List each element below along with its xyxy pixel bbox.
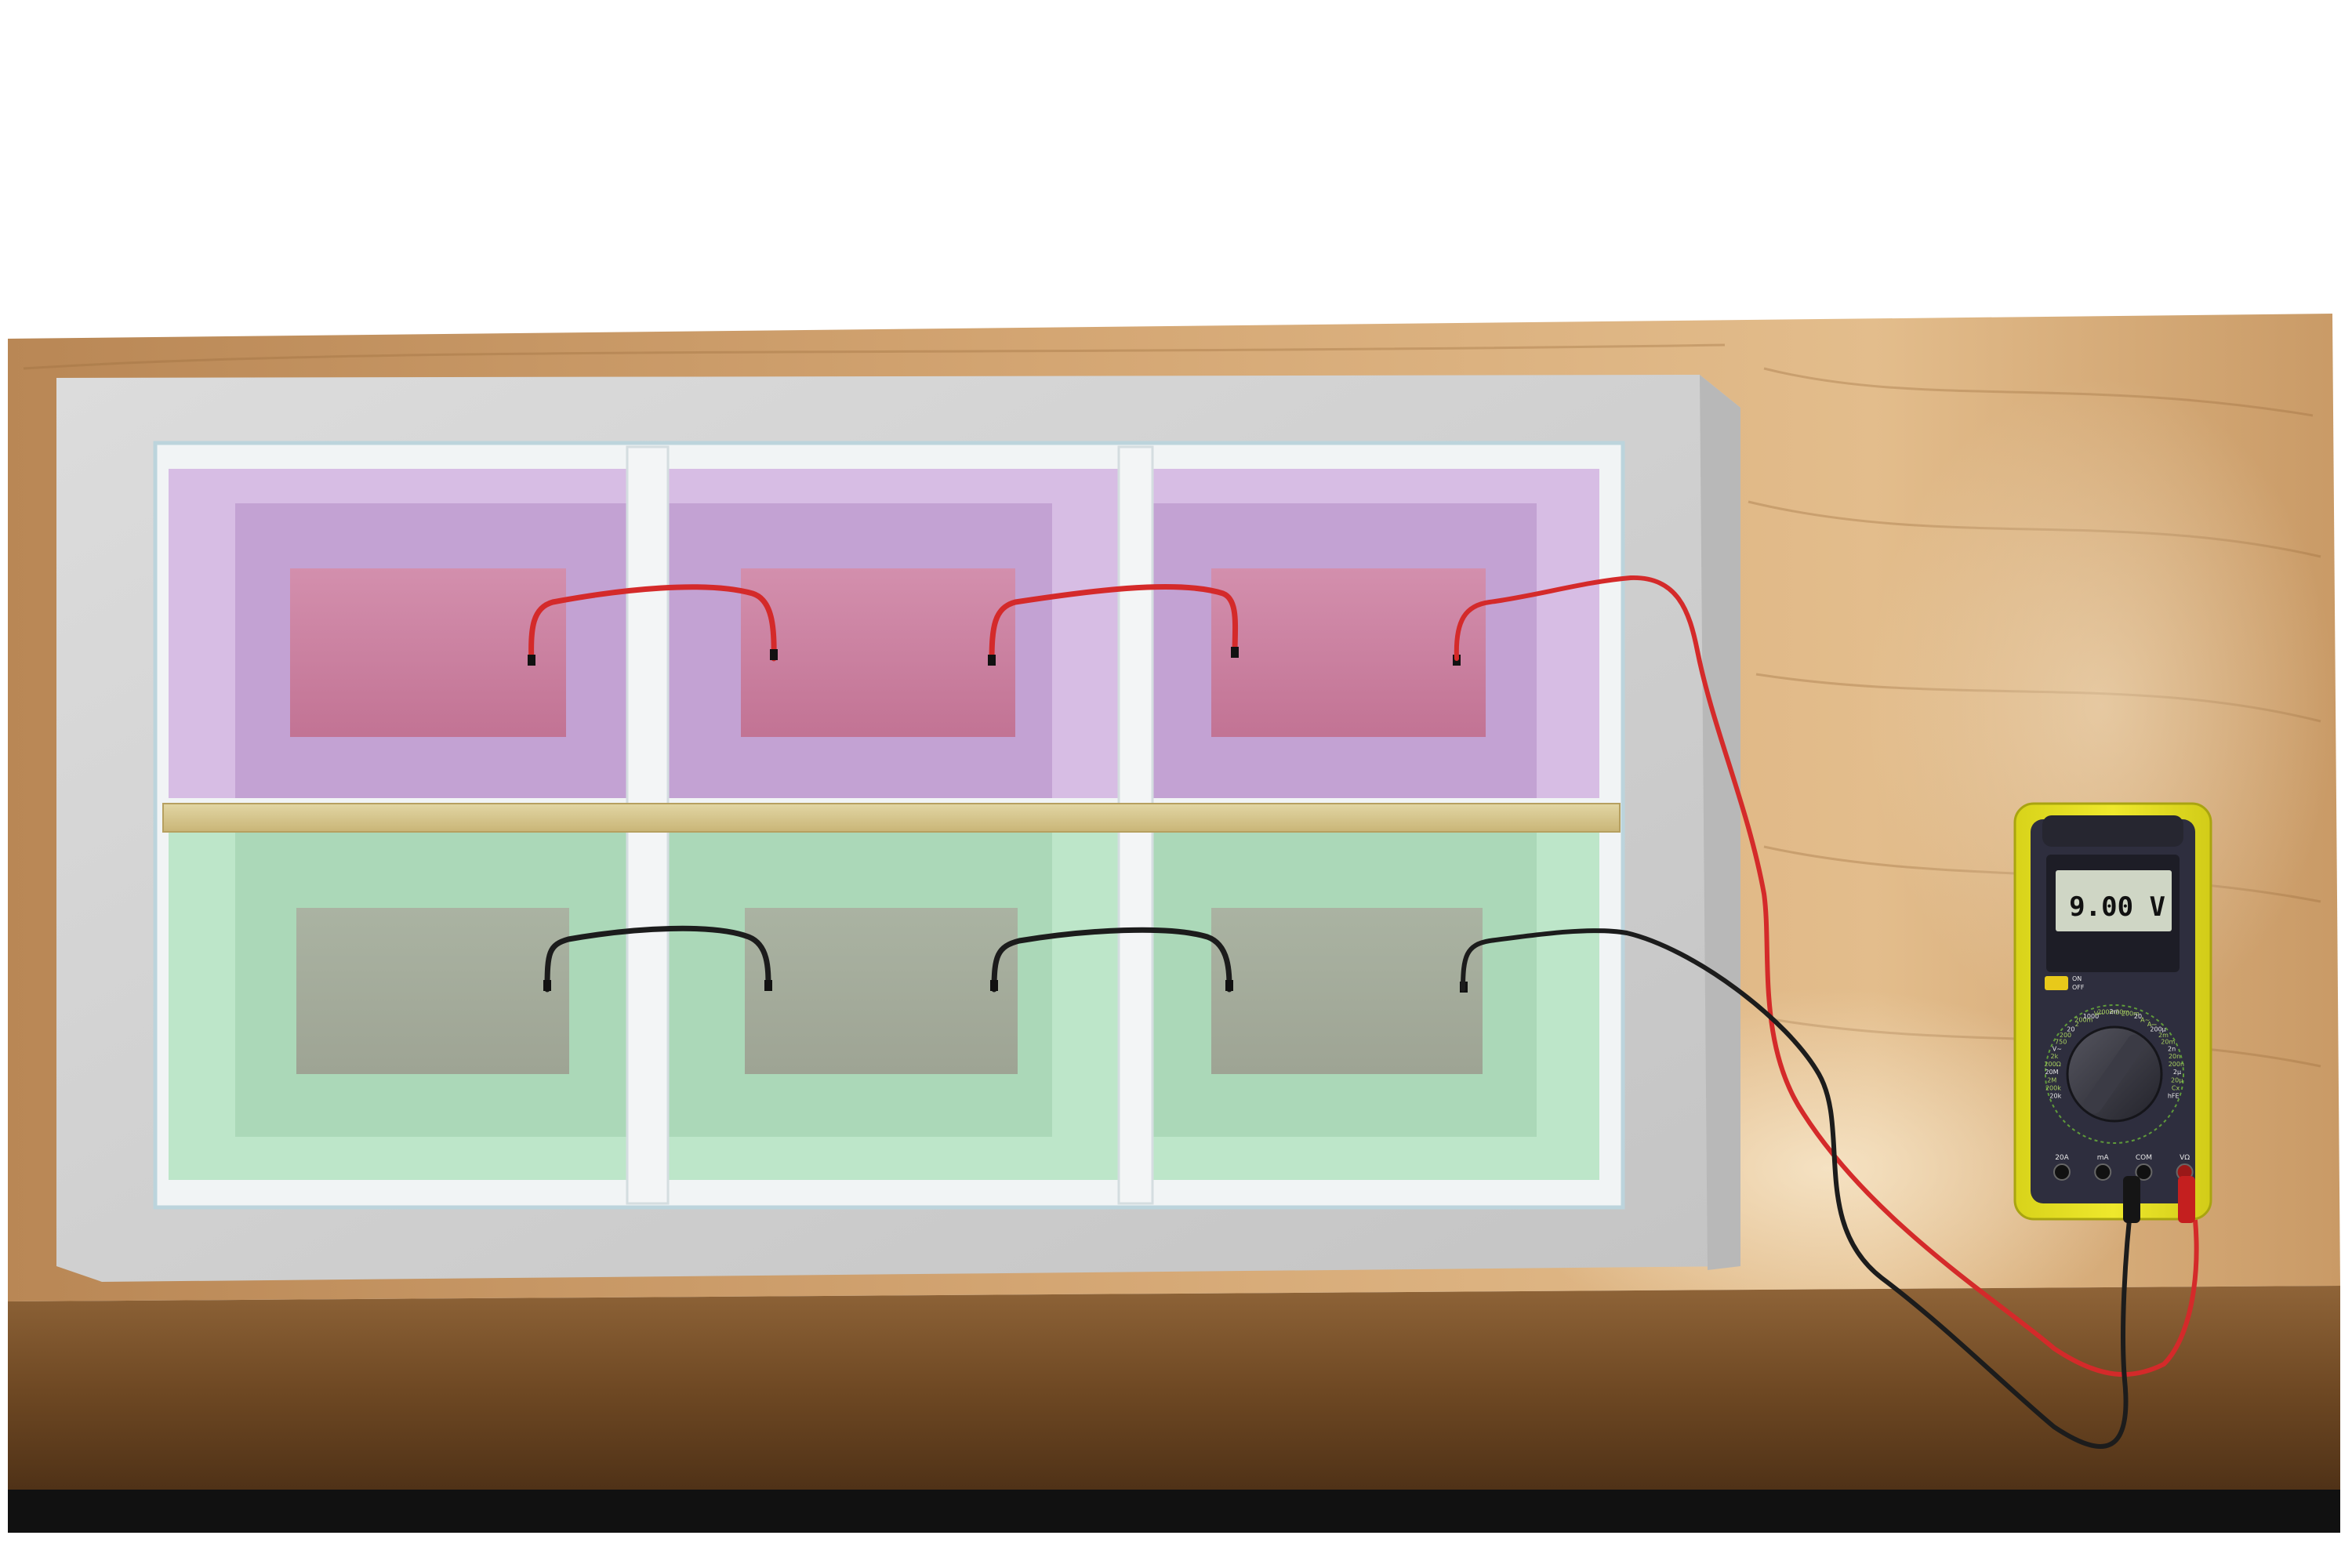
range-scale-label: hFE <box>2168 1092 2180 1099</box>
range-scale-label: 200m <box>2097 1009 2115 1016</box>
table-light-glare <box>1866 376 2336 1035</box>
table-bottom-shadow <box>8 1490 2340 1533</box>
black-link-wire-1 <box>544 925 771 993</box>
range-scale-label: 2 <box>2075 1021 2079 1028</box>
input-jack-label: 20A <box>2055 1154 2069 1162</box>
range-scale-label: 200m <box>2074 1016 2092 1023</box>
red-meter-lead[interactable] <box>1454 575 2199 1377</box>
range-scale-label: 2n <box>2168 1046 2176 1053</box>
input-jacks: 20A mA COM VΩ <box>2053 1154 2194 1181</box>
input-jack-com[interactable] <box>2135 1163 2153 1181</box>
range-scale-label: 2M <box>2047 1076 2056 1083</box>
upper-electrode-plate-3 <box>1211 568 1486 737</box>
range-scale-label: 20k <box>2049 1092 2061 1099</box>
cell-tank <box>56 375 1740 1282</box>
power-switch[interactable] <box>2045 976 2068 990</box>
range-scale-label: V⎓ <box>2094 1011 2103 1018</box>
input-jack-label: mA <box>2097 1154 2110 1162</box>
range-scale-label: 200n <box>2169 1061 2184 1068</box>
range-scale-label: 20m <box>2115 1009 2129 1016</box>
lcd-reading: 9.00 V <box>2069 891 2165 923</box>
range-scale-label: 200m <box>2122 1011 2140 1018</box>
meter-leads <box>1454 575 2199 1449</box>
range-scale-labels: 20k200k2M20M200Ω2kV~750200202200m1000V⎓2… <box>2044 1008 2184 1099</box>
range-scale-label: 200k <box>2045 1085 2061 1092</box>
upper-electrode-plate-1 <box>290 568 566 737</box>
range-scale-label: 2m <box>2158 1032 2169 1039</box>
input-jack-20a[interactable] <box>2053 1163 2071 1181</box>
black-probe-plug[interactable] <box>2123 1176 2140 1223</box>
range-scale-label: 20m <box>2161 1038 2175 1045</box>
power-switch-off-label: OFF <box>2072 984 2085 991</box>
power-switch-on-label: ON <box>2072 975 2082 982</box>
range-scale-label: 200Ω <box>2044 1061 2060 1068</box>
input-jack-label: COM <box>2136 1154 2152 1162</box>
red-probe-plug[interactable] <box>2178 1176 2195 1223</box>
input-jack-ma[interactable] <box>2094 1163 2112 1181</box>
range-scale-label: 2m <box>2110 1008 2120 1015</box>
range-scale-label: 2k <box>2051 1053 2059 1060</box>
black-meter-lead[interactable] <box>1461 928 2135 1449</box>
input-jack-label: VΩ <box>2180 1154 2190 1162</box>
lower-electrode-plate-3 <box>1211 908 1483 1074</box>
upper-electrode-plate-2 <box>741 568 1015 737</box>
range-scale-label: 2μ <box>2173 1069 2181 1076</box>
range-scale-label: 20 <box>2067 1026 2074 1033</box>
multimeter-top-cap <box>2042 815 2183 847</box>
tank-frame-side <box>1700 375 1740 1270</box>
range-scale-label: 1000 <box>2083 1013 2099 1020</box>
range-scale-ring <box>2045 1004 2184 1144</box>
range-scale-label: Cx <box>2172 1085 2180 1092</box>
lower-electrode-plate-2 <box>745 908 1018 1074</box>
rotary-knob-pointer <box>2083 1034 2146 1114</box>
digital-multimeter[interactable]: 9.00 V ON OFF 20k200k2M20M200Ω2kV~750200… <box>2013 802 2212 1223</box>
range-scale-label: A~ <box>2140 1016 2150 1023</box>
range-scale-label: A⎓ <box>2147 1021 2157 1028</box>
range-scale-label: 750 <box>2055 1038 2067 1045</box>
lower-electrode-plate-1 <box>296 908 569 1074</box>
range-scale-label: 20 <box>2134 1013 2142 1020</box>
table-front-edge <box>8 1286 2340 1497</box>
range-scale-label: 200μ <box>2150 1026 2165 1033</box>
range-scale-label: V~ <box>2053 1046 2062 1053</box>
lcd-screen <box>2056 870 2172 931</box>
black-link-wire-2 <box>991 927 1232 993</box>
range-scale-label: 20M <box>2045 1069 2058 1076</box>
separator-shelf <box>162 803 1621 833</box>
range-scale-label: 200 <box>2060 1032 2071 1039</box>
range-scale-label: 20n <box>2169 1053 2180 1060</box>
red-link-wire-1 <box>528 584 777 666</box>
range-scale-label: 20μ <box>2171 1076 2183 1083</box>
red-link-wire-2 <box>989 584 1239 666</box>
